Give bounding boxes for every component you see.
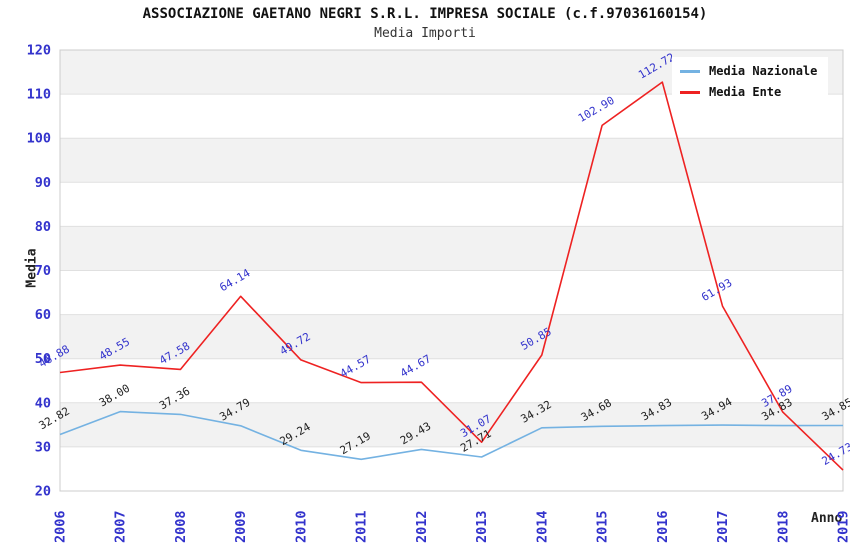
chart-subtitle: Media Importi	[374, 26, 476, 41]
data-label: 102.90	[576, 94, 617, 125]
x-tick-label: 2015	[595, 510, 611, 543]
y-tick-label: 20	[35, 484, 51, 500]
x-tick-label: 2009	[233, 510, 249, 543]
data-label: 61.93	[699, 276, 734, 304]
y-tick-label: 80	[35, 219, 51, 235]
y-tick-label: 120	[27, 43, 51, 59]
legend-item-media-ente: Media Ente	[680, 83, 820, 101]
data-label: 46.88	[37, 343, 72, 371]
x-tick-label: 2007	[113, 510, 129, 543]
series-line-media-ente	[59, 81, 844, 471]
grid-band	[60, 226, 843, 271]
media-nazionale-line-icon	[680, 69, 700, 73]
y-tick-label: 70	[35, 263, 51, 279]
x-tick-label: 2013	[474, 510, 490, 543]
x-tick-label: 2018	[775, 510, 791, 543]
x-tick-label: 2017	[715, 510, 731, 543]
x-tick-label: 2006	[53, 510, 69, 543]
legend-label-media-ente: Media Ente	[709, 85, 782, 99]
series-line-media-nazionale	[59, 410, 844, 461]
x-axis-title: Anno	[811, 511, 843, 526]
x-tick-label: 2019	[836, 510, 850, 543]
plot-border	[59, 49, 844, 492]
y-tick-label: 40	[35, 395, 51, 411]
x-tick-label: 2016	[655, 510, 671, 543]
y-tick-label: 50	[35, 351, 51, 367]
y-tick-label: 90	[35, 175, 51, 191]
x-tick-label: 2011	[354, 510, 370, 543]
legend: Media Nazionale Media Ente	[672, 57, 828, 108]
y-tick-label: 110	[27, 87, 51, 103]
x-tick-label: 2014	[534, 510, 550, 543]
legend-label-media-nazionale: Media Nazionale	[709, 64, 818, 78]
grid-band	[60, 314, 843, 359]
y-tick-label: 60	[35, 307, 51, 323]
y-tick-label: 100	[27, 131, 51, 147]
legend-item-media-nazionale: Media Nazionale	[680, 62, 820, 80]
x-tick-label: 2010	[293, 510, 309, 543]
media-ente-line-icon	[680, 90, 700, 94]
x-tick-label: 2012	[414, 510, 430, 543]
x-tick-label: 2008	[173, 510, 189, 543]
grid-band	[60, 138, 843, 183]
chart-title: ASSOCIAZIONE GAETANO NEGRI S.R.L. IMPRES…	[142, 6, 708, 22]
y-tick-label: 30	[35, 439, 51, 455]
